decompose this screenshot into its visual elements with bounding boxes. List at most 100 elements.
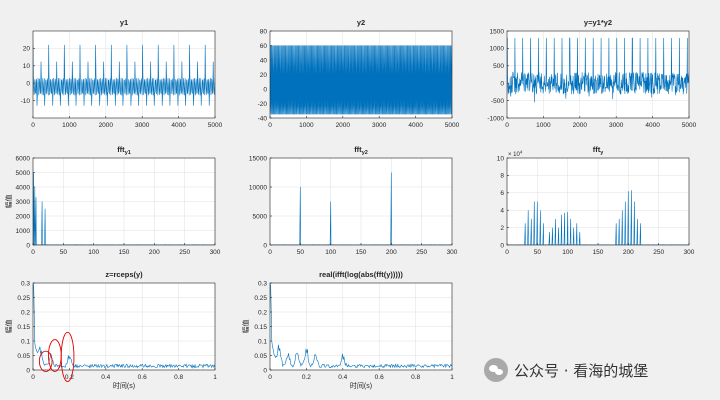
x-tick-label: 5000 [208, 122, 223, 129]
y-tick-label: 1500 [490, 28, 505, 35]
x-tick-label: 200 [623, 249, 634, 256]
x-tick-label: 5000 [445, 122, 460, 129]
y-tick-label: 40 [260, 57, 268, 64]
x-tick-label: 0 [505, 249, 509, 256]
y-tick-label: 1000 [16, 228, 31, 235]
x-tick-label: 0.8 [174, 374, 183, 381]
y-tick-label: 0 [26, 242, 30, 249]
y-tick-label: -40 [258, 115, 268, 122]
x-tick-label: 50 [60, 249, 68, 256]
x-axis-label: 时间(s) [350, 381, 372, 390]
x-tick-label: 3000 [372, 122, 387, 129]
chart-title-main: fft [117, 145, 125, 154]
chart-title-main: y=y1*y2 [584, 18, 612, 27]
x-tick-label: 150 [356, 249, 367, 256]
chart-title-main: y1 [120, 18, 128, 27]
chart-title-main: fft [593, 145, 601, 154]
y-tick-label: 0.15 [254, 324, 267, 331]
chart-title: ffty2 [354, 145, 368, 156]
x-tick-label: 150 [119, 249, 130, 256]
chart-fft_y2: 0 50 100 150 200 250 300 0 5000 10000 15000 ffty2 [249, 145, 458, 256]
y-tick-label: 0.25 [17, 295, 30, 302]
y-tick-label: -10 [21, 98, 31, 105]
x-tick-label: 2000 [573, 122, 588, 129]
y-tick-label: 0 [263, 86, 267, 93]
y-tick-label: 4 [500, 208, 504, 215]
annotation-circle [60, 331, 75, 383]
y-tick-label: 0.1 [21, 338, 30, 345]
x-tick-label: 1000 [536, 122, 551, 129]
y-tick-label: -500 [491, 98, 504, 105]
x-tick-label: 0 [268, 122, 272, 129]
x-tick-label: 200 [149, 249, 160, 256]
plot-area [33, 31, 215, 118]
series-line [270, 45, 452, 115]
series-line [270, 283, 452, 369]
x-axis-label: 时间(s) [113, 381, 135, 390]
y-tick-label: 8 [500, 173, 504, 180]
x-tick-label: 0.2 [65, 374, 74, 381]
x-tick-label: 300 [684, 249, 695, 256]
y-tick-label: 2 [500, 225, 504, 232]
chart-title: ffty1 [117, 145, 131, 156]
y-axis-label: 幅值 [241, 320, 250, 334]
x-tick-label: 4000 [171, 122, 186, 129]
y-tick-label: 0.05 [254, 353, 267, 360]
chart-title: ffty [593, 145, 605, 156]
x-tick-label: 1 [450, 374, 454, 381]
axes-frame [506, 30, 690, 119]
y-tick-label: 0.15 [17, 324, 30, 331]
x-tick-label: 0 [505, 122, 509, 129]
chart-fft_y: 0 50 100 150 200 250 300 0 2 4 6 8 10 ffty × 104 [497, 145, 695, 256]
chart-y: 0 1000 2000 3000 4000 5000 -1000 -500 0 500 1000 15… [487, 18, 696, 129]
x-tick-label: 0 [31, 122, 35, 129]
chart-title-main: real(ifft(log(abs(fft(y))))) [319, 270, 403, 279]
series-line [33, 44, 215, 106]
x-tick-label: 2000 [336, 122, 351, 129]
axes-frame [32, 282, 216, 371]
y-tick-label: -20 [258, 101, 268, 108]
x-tick-label: 5000 [682, 122, 697, 129]
x-tick-label: 100 [88, 249, 99, 256]
x-tick-label: 50 [534, 249, 542, 256]
y-tick-label: 0 [263, 367, 267, 374]
series-line [33, 283, 215, 369]
x-tick-label: 3000 [135, 122, 150, 129]
chart-title-subscript: y [600, 150, 604, 156]
wechat-icon [484, 358, 508, 382]
chart-y1: 0 1000 2000 3000 4000 5000 -10 0 10 20 y1 [21, 18, 223, 129]
x-tick-label: 0.2 [302, 374, 311, 381]
y-tick-label: 0 [263, 242, 267, 249]
y-tick-label: 5000 [16, 170, 31, 177]
y-tick-label: 2000 [16, 213, 31, 220]
y-tick-label: 20 [23, 46, 31, 53]
axes-frame [32, 30, 216, 119]
x-tick-label: 0.4 [101, 374, 110, 381]
x-tick-label: 250 [653, 249, 664, 256]
x-tick-label: 0.6 [375, 374, 384, 381]
axes-frame [32, 157, 216, 246]
x-tick-label: 300 [447, 249, 458, 256]
axis-exponent-power: 4 [520, 150, 523, 155]
x-tick-label: 200 [386, 249, 397, 256]
chart-rceps: 0 0.2 0.4 0.6 0.8 1 0 0.05 0.1 0.15 0.2 0.25 0.3 z=rc… [4, 270, 217, 390]
y-tick-label: 4000 [16, 184, 31, 191]
chart-real_ifft: 0 0.2 0.4 0.6 0.8 1 0 0.05 0.1 0.15 0.2 0.25 0.3 real… [241, 270, 454, 390]
x-tick-label: 4000 [645, 122, 660, 129]
annotation-circle [38, 350, 53, 372]
x-tick-label: 50 [297, 249, 305, 256]
y-tick-label: 0 [500, 81, 504, 88]
y-tick-label: 1000 [490, 46, 505, 53]
chart-title: z=rceps(y) [105, 270, 143, 279]
x-tick-label: 0 [31, 249, 35, 256]
x-tick-label: 1000 [299, 122, 314, 129]
x-tick-label: 250 [416, 249, 427, 256]
y-tick-label: 0.2 [21, 309, 30, 316]
y-tick-label: 500 [493, 63, 504, 70]
y-tick-label: 0 [26, 367, 30, 374]
x-tick-label: 1 [213, 374, 217, 381]
y-tick-label: 6 [500, 190, 504, 197]
axes-frame [269, 157, 453, 246]
watermark-text: 公众号 · 看海的城堡 [514, 361, 649, 380]
